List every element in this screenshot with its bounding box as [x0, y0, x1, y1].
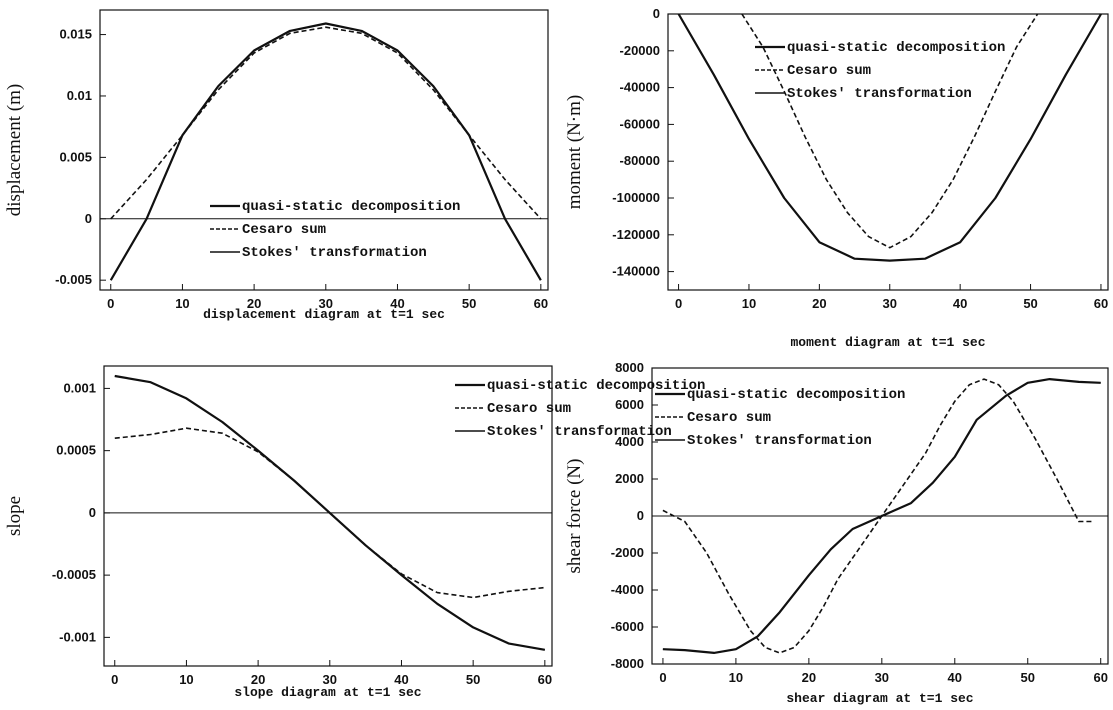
- moment-panel: 0 10 20 30 40 50 60 0 -20000 -40000 -60000 -80000 -1…: [564, 6, 1109, 350]
- x-tick-label: 30: [323, 672, 337, 687]
- legend-entry: Stokes' transformation: [242, 245, 427, 261]
- legend-entry: Cesaro sum: [787, 63, 871, 79]
- x-tick-label: 20: [812, 296, 826, 311]
- y-tick-label: 0.0005: [56, 443, 96, 458]
- y-tick-label: -4000: [611, 582, 644, 597]
- chart-caption: slope diagram at t=1 sec: [234, 685, 421, 700]
- y-tick-label: -80000: [620, 153, 660, 168]
- legend-entry: Stokes' transformation: [687, 433, 872, 449]
- y-tick-label: 0: [637, 508, 644, 523]
- series-line-cesaro-sum: [741, 13, 1039, 249]
- y-tick-label: 6000: [615, 397, 644, 412]
- y-tick-label: 0: [85, 211, 92, 226]
- x-tick-label: 20: [247, 296, 261, 311]
- y-tick-label: -6000: [611, 619, 644, 634]
- y-tick-label: -100000: [612, 190, 660, 205]
- x-tick-label: 30: [875, 670, 889, 685]
- plot-frame: [667, 13, 1109, 291]
- x-tick-label: 30: [883, 296, 897, 311]
- legend-entry: Stokes' transformation: [487, 424, 672, 440]
- y-tick-label: 0.015: [59, 27, 92, 42]
- y-axis-label: slope: [4, 496, 25, 536]
- x-tick-label: 10: [742, 296, 756, 311]
- slope-panel: 0 10 20 30 40 50 60 -0.001 -0.0005 0 0.0005 0.001 sl…: [4, 365, 705, 700]
- legend-entry: quasi-static decomposition: [242, 199, 460, 215]
- x-tick-label: 40: [953, 296, 967, 311]
- x-tick-label: 40: [394, 672, 408, 687]
- y-tick-label: 0.005: [59, 149, 92, 164]
- legend-entry: quasi-static decomposition: [687, 387, 905, 403]
- x-tick-label: 30: [319, 296, 333, 311]
- y-tick-label: 8000: [615, 360, 644, 375]
- legend-entry: Stokes' transformation: [787, 86, 972, 102]
- series-line-stokes-transformation: [677, 13, 1102, 262]
- legend-entry: quasi-static decomposition: [487, 378, 705, 394]
- x-tick-label: 10: [729, 670, 743, 685]
- y-tick-label: -8000: [611, 656, 644, 671]
- legend-entry: Cesaro sum: [687, 410, 771, 426]
- chart-caption: displacement diagram at t=1 sec: [203, 307, 445, 322]
- y-tick-label: 0: [653, 6, 660, 21]
- legend-entry: Cesaro sum: [242, 222, 326, 238]
- x-tick-label: 0: [659, 670, 666, 685]
- x-tick-label: 50: [1023, 296, 1037, 311]
- x-tick-label: 0: [675, 296, 682, 311]
- series-line-cesaro-sum: [110, 26, 542, 220]
- y-tick-label: -40000: [620, 80, 660, 95]
- y-tick-label: -0.001: [59, 629, 96, 644]
- x-tick-label: 20: [802, 670, 816, 685]
- displacement-panel: 0 10 20 30 40 50 60 -0.005 0 0.005 0.01 0.015 displa…: [4, 9, 549, 322]
- y-tick-label: -2000: [611, 545, 644, 560]
- x-tick-label: 50: [466, 672, 480, 687]
- x-tick-label: 10: [179, 672, 193, 687]
- y-tick-label: -120000: [612, 227, 660, 242]
- x-tick-label: 0: [111, 672, 118, 687]
- x-tick-label: 60: [534, 296, 548, 311]
- x-tick-label: 60: [1094, 296, 1108, 311]
- y-axis-label: moment (N·m): [564, 95, 585, 210]
- plot-frame: [103, 365, 553, 667]
- series-line-stokes-transformation: [662, 378, 1101, 654]
- y-tick-label: -20000: [620, 43, 660, 58]
- y-tick-label: 0.001: [63, 380, 96, 395]
- y-tick-label: 4000: [615, 434, 644, 449]
- x-tick-label: 50: [1021, 670, 1035, 685]
- legend-entry: Cesaro sum: [487, 401, 571, 417]
- y-axis-label: shear force (N): [564, 459, 585, 574]
- x-tick-label: 40: [390, 296, 404, 311]
- series-line-stokes-transformation: [110, 22, 542, 281]
- y-tick-label: 2000: [615, 471, 644, 486]
- x-tick-label: 10: [175, 296, 189, 311]
- y-axis-label: displacement (m): [4, 84, 25, 216]
- chart-caption: moment diagram at t=1 sec: [790, 335, 985, 350]
- x-tick-label: 0: [107, 296, 114, 311]
- y-tick-label: -0.0005: [52, 567, 96, 582]
- x-tick-label: 60: [538, 672, 552, 687]
- y-tick-label: 0: [89, 505, 96, 520]
- y-tick-label: -0.005: [55, 272, 92, 287]
- legend-entry: quasi-static decomposition: [787, 40, 1005, 56]
- shear-panel: 0 10 20 30 40 50 60 -8000 -6000 -4000 -2000 0 2000 40…: [564, 360, 1109, 706]
- x-tick-label: 40: [948, 670, 962, 685]
- x-tick-label: 20: [251, 672, 265, 687]
- chart-caption: shear diagram at t=1 sec: [786, 691, 973, 706]
- x-tick-label: 60: [1093, 670, 1107, 685]
- series-line-stokes-transformation: [114, 375, 545, 651]
- plot-frame: [99, 9, 549, 291]
- y-tick-label: -140000: [612, 264, 660, 279]
- x-tick-label: 50: [462, 296, 476, 311]
- y-tick-label: -60000: [620, 116, 660, 131]
- y-tick-label: 0.01: [67, 88, 92, 103]
